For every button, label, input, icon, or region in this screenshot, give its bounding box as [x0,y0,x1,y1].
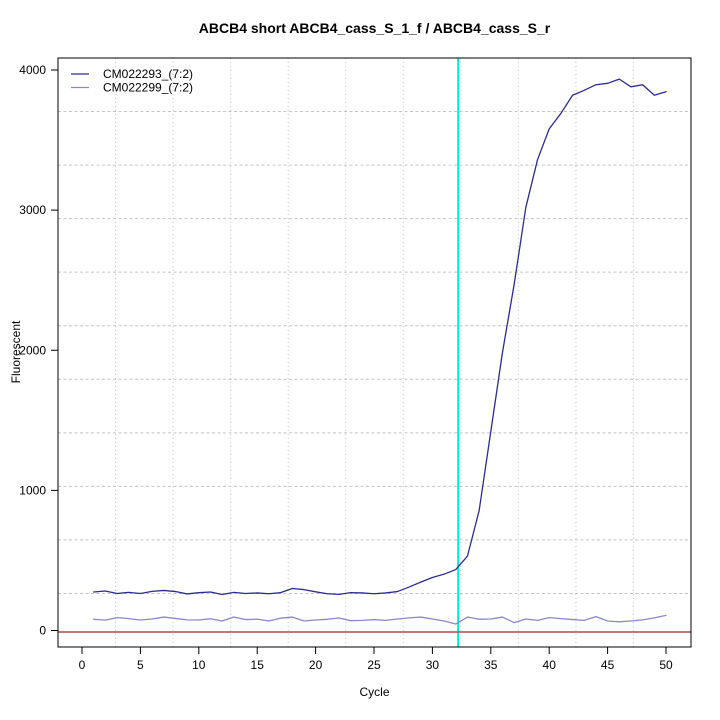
y-tick-label: 4000 [19,63,46,77]
y-tick-label: 2000 [19,343,46,357]
y-tick-label: 1000 [19,483,46,497]
x-tick-label: 0 [79,658,86,672]
x-tick-label: 5 [137,658,144,672]
y-tick-label: 3000 [19,203,46,217]
x-tick-label: 15 [251,658,265,672]
y-tick-label: 0 [39,624,46,638]
legend-label: CM022293_(7:2) [103,67,193,81]
x-tick-label: 40 [543,658,557,672]
x-tick-label: 30 [426,658,440,672]
x-tick-label: 10 [192,658,206,672]
series-line-CM022299_(7:2) [93,614,667,625]
plot-box [57,57,692,648]
x-tick-label: 20 [309,658,323,672]
legend-label: CM022299_(7:2) [103,81,193,95]
chart-title: ABCB4 short ABCB4_cass_S_1_f / ABCB4_cas… [198,20,551,36]
x-tick-label: 25 [367,658,381,672]
x-tick-label: 45 [601,658,615,672]
x-tick-label: 50 [659,658,673,672]
series-line-CM022293_(7:2) [93,78,667,596]
x-tick-label: 35 [484,658,498,672]
x-axis-label: Cycle [359,685,390,699]
